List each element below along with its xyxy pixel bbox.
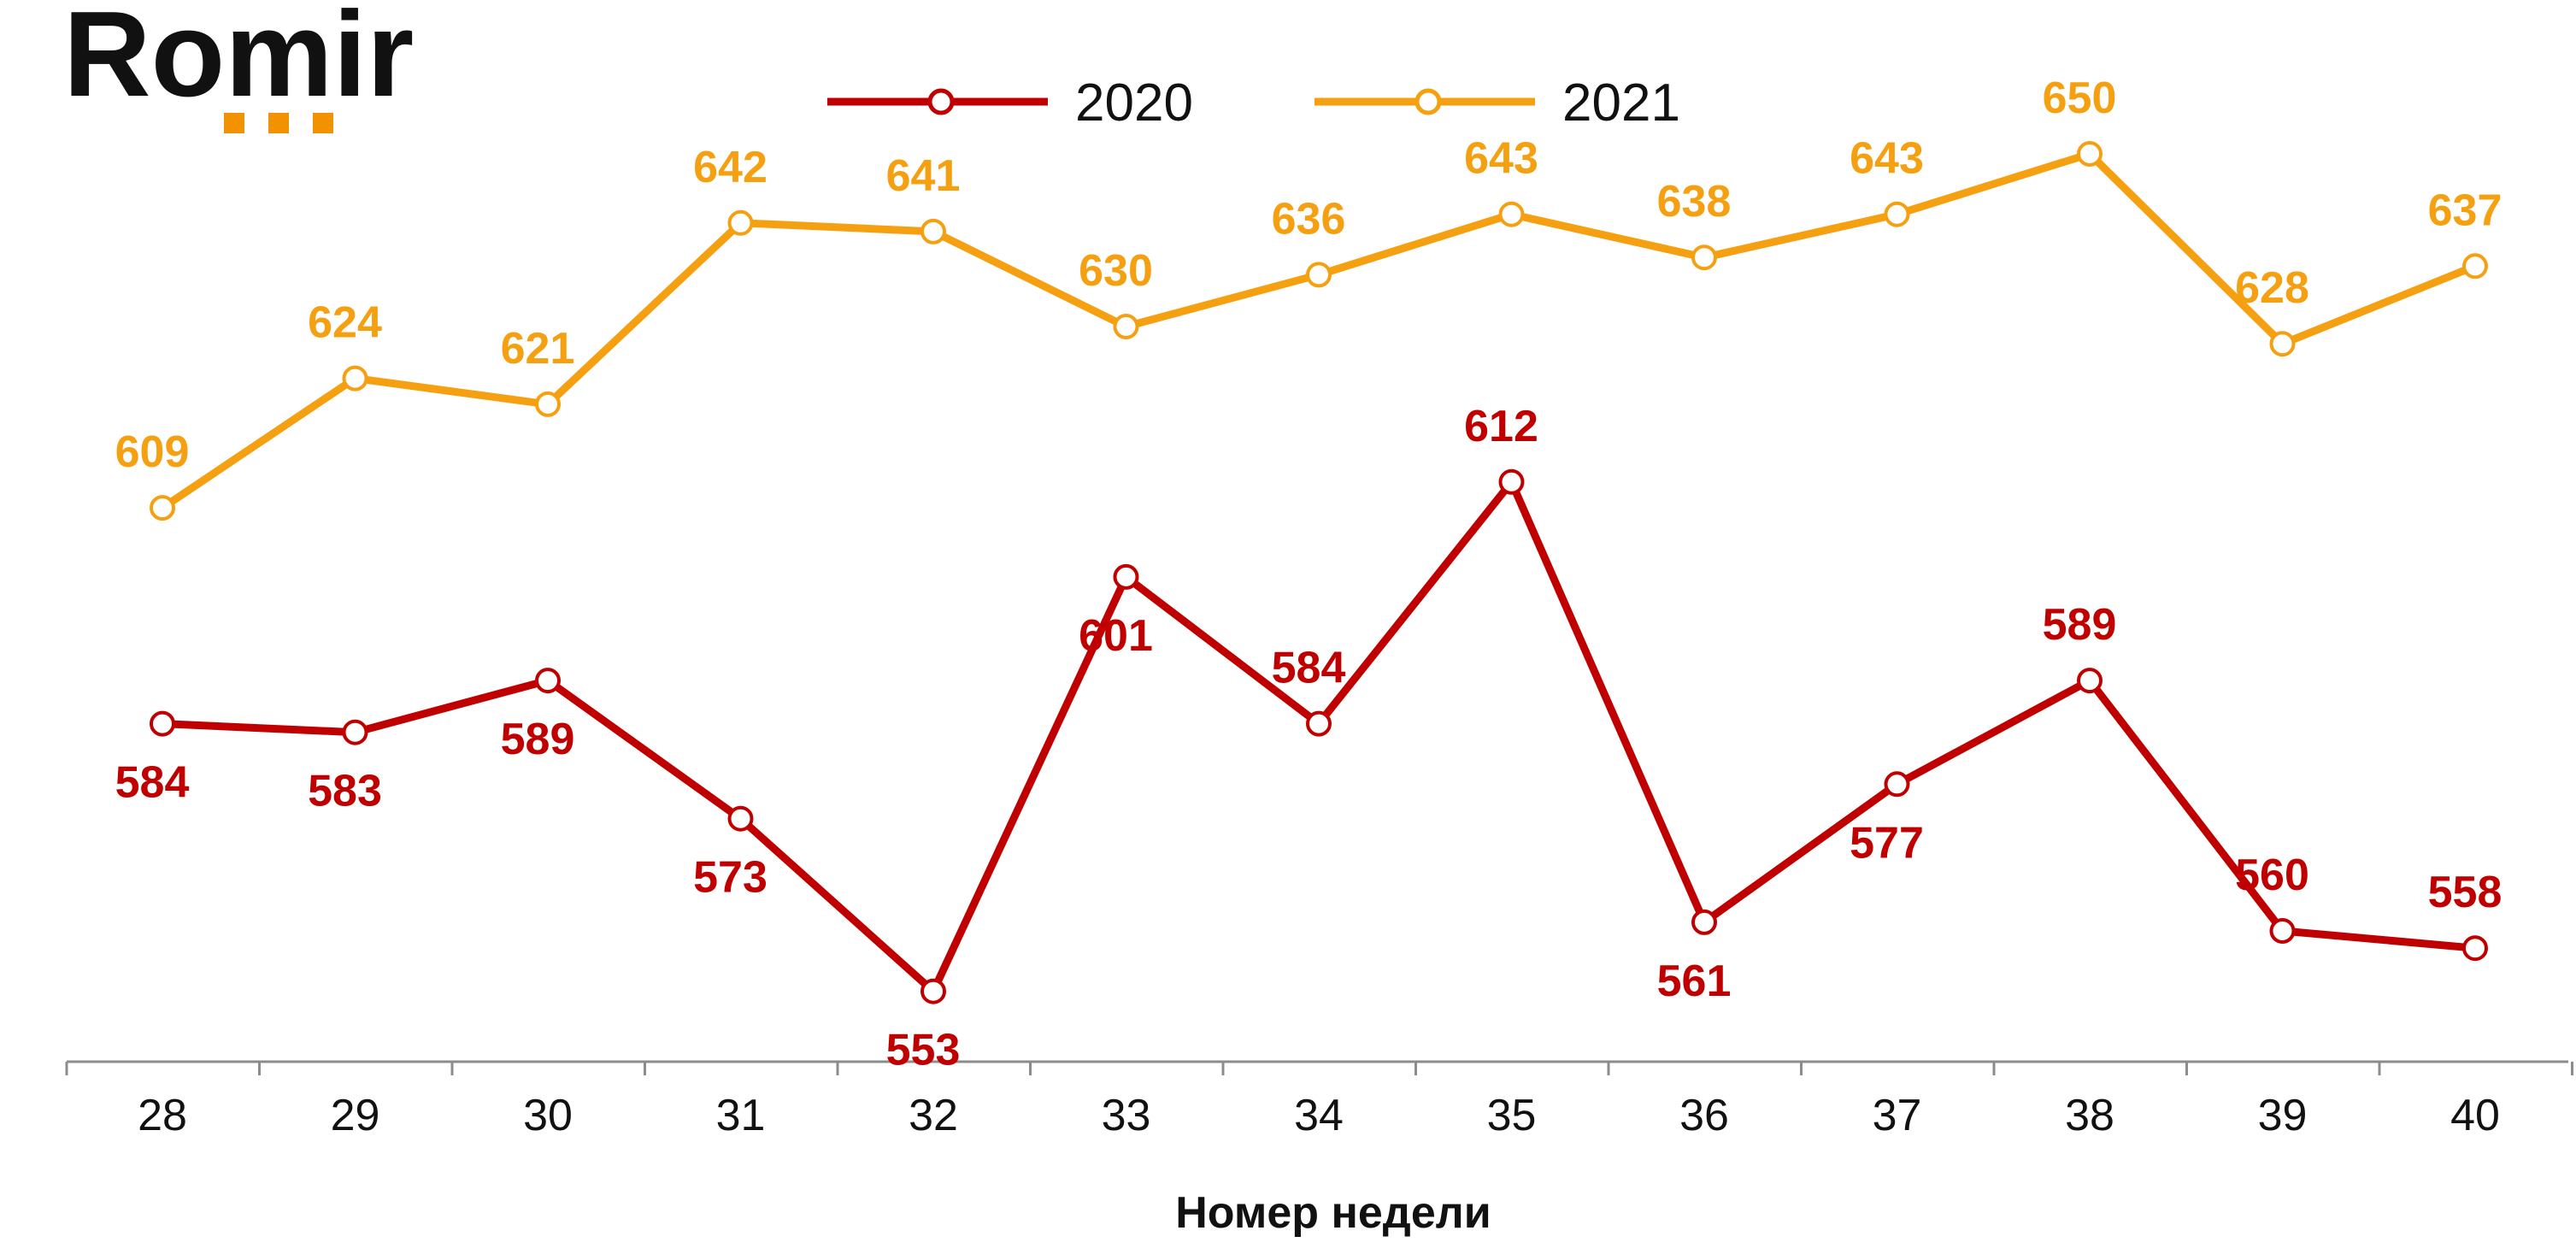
data-point	[150, 710, 175, 737]
logo-text: Romir	[63, 0, 414, 122]
data-point	[535, 391, 561, 417]
legend-marker	[1414, 88, 1442, 115]
data-point	[920, 978, 946, 1004]
x-tick-label: 29	[331, 1091, 380, 1140]
data-point	[2077, 141, 2103, 167]
data-label: 560	[2235, 851, 2309, 900]
legend-label: 2021	[1562, 74, 1680, 132]
data-point	[2462, 253, 2488, 280]
legend: 2020 2021	[827, 74, 1680, 132]
logo-dot	[313, 113, 333, 133]
data-point	[727, 805, 754, 832]
data-label: 636	[1272, 194, 1346, 244]
data-label: 583	[308, 767, 382, 816]
data-label: 642	[693, 143, 768, 192]
x-axis: 28 29 30 31 32 33 34 35 36 37 38 39 40	[65, 1060, 2573, 1140]
x-tick-label: 33	[1102, 1091, 1151, 1140]
data-label: 628	[2235, 263, 2309, 313]
x-tick-label: 36	[1679, 1091, 1729, 1140]
x-tick-label: 40	[2450, 1091, 2500, 1140]
data-point	[342, 719, 368, 745]
data-point	[1113, 563, 1139, 590]
x-tick-label: 34	[1294, 1091, 1344, 1140]
data-point	[1884, 201, 1910, 227]
data-label: 584	[115, 758, 190, 808]
data-label: 584	[1272, 644, 1346, 693]
data-label: 577	[1850, 818, 1924, 868]
data-point	[1113, 314, 1139, 339]
data-point	[1691, 244, 1717, 271]
data-label: 641	[886, 151, 961, 201]
legend-item-2021: 2021	[1314, 74, 1680, 132]
data-label: 558	[2428, 868, 2502, 917]
data-label: 630	[1079, 246, 1153, 296]
data-point	[2462, 935, 2488, 962]
data-label: 612	[1464, 402, 1538, 451]
x-axis-label: Номер недели	[1175, 1188, 1491, 1238]
data-label: 638	[1657, 177, 1732, 227]
x-tick-label: 28	[138, 1091, 187, 1140]
data-label: 553	[886, 1026, 961, 1075]
data-label: 624	[308, 298, 382, 348]
data-point	[1306, 262, 1332, 288]
legend-item-2020: 2020	[827, 74, 1193, 132]
data-point	[342, 365, 368, 392]
data-label: 643	[1850, 134, 1924, 184]
data-label: 589	[2043, 600, 2117, 650]
data-label: 589	[501, 715, 575, 764]
data-label: 609	[115, 427, 190, 477]
romir-logo: Romir	[63, 0, 414, 133]
data-label: 561	[1657, 957, 1732, 1006]
data-point	[920, 218, 946, 244]
series-2021: 609 624 621 642 641 630 636 643 638 643 650 628 637	[115, 74, 2502, 521]
data-label: 643	[1464, 134, 1538, 184]
data-point	[1691, 909, 1717, 935]
data-point	[535, 668, 561, 694]
data-label: 650	[2043, 74, 2117, 123]
x-tick-label: 39	[2258, 1091, 2308, 1140]
x-tick-label: 35	[1487, 1091, 1537, 1140]
series-2020: 584 583 589 573 553 601 584 612 561 577 589 560 558	[115, 402, 2502, 1075]
legend-label: 2020	[1075, 74, 1193, 132]
x-tick-label: 37	[1873, 1091, 1922, 1140]
data-point	[2077, 668, 2103, 694]
x-tick-label: 31	[716, 1091, 766, 1140]
x-tick-label: 38	[2065, 1091, 2114, 1140]
data-label: 621	[501, 324, 575, 374]
data-point	[1498, 468, 1525, 495]
data-point	[1884, 771, 1910, 798]
series-layer: 609 624 621 642 641 630 636 643 638 643 650 628 637 5…	[115, 74, 2502, 1075]
logo-dot	[224, 113, 244, 133]
logo-dot	[268, 113, 289, 133]
data-point	[2269, 331, 2296, 357]
legend-marker	[927, 88, 955, 115]
data-point	[150, 495, 175, 521]
data-point	[727, 209, 754, 236]
data-point	[1306, 710, 1332, 737]
data-label: 573	[693, 853, 768, 903]
data-label: 601	[1079, 611, 1153, 661]
x-tick-label: 30	[523, 1091, 573, 1140]
data-point	[1498, 201, 1525, 227]
data-label: 637	[2428, 185, 2502, 235]
data-point	[2269, 918, 2296, 944]
x-tick-label: 32	[909, 1091, 958, 1140]
